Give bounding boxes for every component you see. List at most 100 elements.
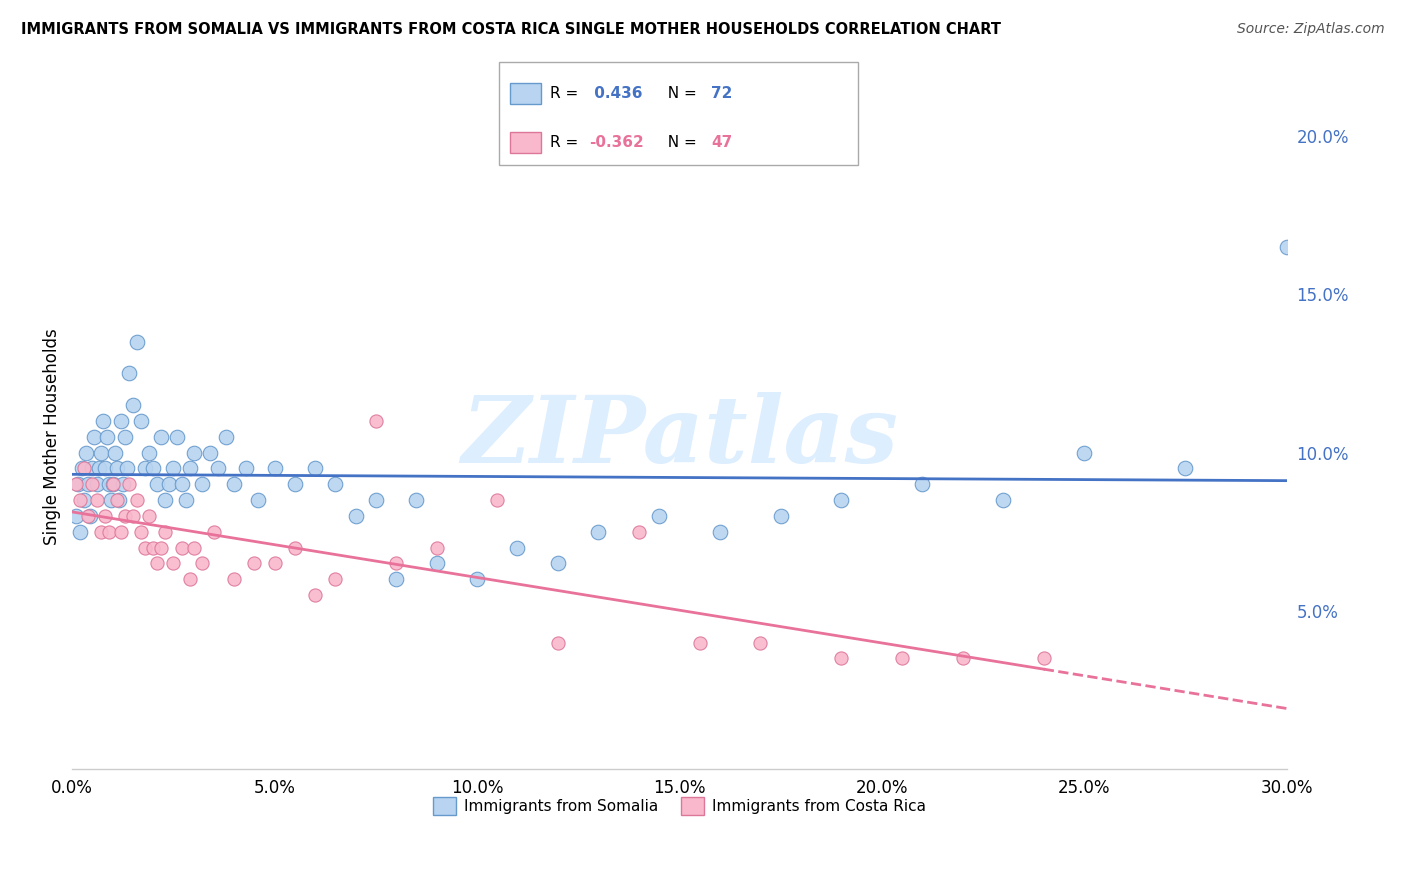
Point: [115, 461, 138, 475]
Point: [155, 493, 177, 508]
Point: [709, 524, 731, 539]
Point: [73, 461, 96, 475]
Point: [179, 572, 201, 586]
Point: [125, 334, 148, 349]
Point: [114, 508, 136, 523]
Point: [749, 635, 772, 649]
Point: [146, 557, 169, 571]
Point: [90, 445, 112, 459]
Point: [69, 524, 91, 539]
Point: [891, 651, 914, 665]
Point: [952, 651, 974, 665]
Point: [77, 508, 100, 523]
Point: [82, 477, 104, 491]
Point: [110, 524, 132, 539]
Point: [425, 541, 447, 555]
Text: R =: R =: [550, 135, 583, 150]
Point: [142, 461, 165, 475]
Point: [146, 477, 169, 491]
Text: N =: N =: [658, 86, 702, 101]
Point: [65, 477, 87, 491]
Point: [118, 477, 141, 491]
Point: [364, 493, 387, 508]
Point: [648, 508, 671, 523]
Text: N =: N =: [658, 135, 702, 150]
Point: [183, 445, 205, 459]
Point: [1032, 651, 1054, 665]
Point: [425, 557, 447, 571]
Point: [465, 572, 488, 586]
Point: [263, 557, 285, 571]
Point: [243, 557, 266, 571]
Point: [183, 541, 205, 555]
Point: [100, 493, 122, 508]
Point: [77, 477, 100, 491]
Point: [69, 493, 91, 508]
Point: [79, 508, 101, 523]
Point: [134, 461, 156, 475]
Point: [90, 524, 112, 539]
Point: [162, 461, 184, 475]
Point: [224, 477, 246, 491]
Text: ZIPatlas: ZIPatlas: [461, 392, 898, 482]
Point: [207, 461, 229, 475]
Point: [129, 414, 152, 428]
Point: [138, 445, 160, 459]
Point: [97, 524, 120, 539]
Point: [107, 493, 129, 508]
Legend: Immigrants from Somalia, Immigrants from Costa Rica: Immigrants from Somalia, Immigrants from…: [427, 790, 932, 822]
Point: [1275, 240, 1298, 254]
Point: [96, 430, 118, 444]
Point: [174, 493, 197, 508]
Point: [93, 508, 115, 523]
Point: [67, 477, 90, 491]
Point: [385, 572, 408, 586]
Point: [588, 524, 610, 539]
Point: [385, 557, 408, 571]
Point: [75, 445, 97, 459]
Point: [215, 430, 238, 444]
Point: [304, 461, 326, 475]
Point: [104, 445, 127, 459]
Point: [224, 572, 246, 586]
Point: [1174, 461, 1197, 475]
Point: [86, 477, 108, 491]
Point: [1073, 445, 1095, 459]
Point: [284, 541, 307, 555]
Point: [993, 493, 1015, 508]
Point: [830, 493, 852, 508]
Point: [122, 508, 145, 523]
Point: [191, 557, 214, 571]
Point: [110, 414, 132, 428]
Point: [325, 477, 347, 491]
Point: [911, 477, 934, 491]
Text: 72: 72: [711, 86, 733, 101]
Point: [129, 524, 152, 539]
Point: [97, 477, 120, 491]
Point: [122, 398, 145, 412]
Point: [157, 477, 180, 491]
Point: [101, 477, 124, 491]
Point: [627, 524, 650, 539]
Point: [87, 461, 110, 475]
Y-axis label: Single Mother Households: Single Mother Households: [44, 328, 60, 545]
Point: [150, 541, 173, 555]
Text: -0.362: -0.362: [589, 135, 644, 150]
Point: [486, 493, 509, 508]
Point: [166, 430, 188, 444]
Point: [179, 461, 201, 475]
Point: [405, 493, 427, 508]
Point: [86, 493, 108, 508]
Point: [101, 477, 124, 491]
Text: Source: ZipAtlas.com: Source: ZipAtlas.com: [1237, 22, 1385, 37]
Text: IMMIGRANTS FROM SOMALIA VS IMMIGRANTS FROM COSTA RICA SINGLE MOTHER HOUSEHOLDS C: IMMIGRANTS FROM SOMALIA VS IMMIGRANTS FR…: [21, 22, 1001, 37]
Point: [198, 445, 221, 459]
Point: [263, 461, 285, 475]
Point: [162, 557, 184, 571]
Point: [118, 367, 141, 381]
Point: [73, 493, 96, 508]
Point: [125, 493, 148, 508]
Point: [304, 588, 326, 602]
Point: [83, 430, 105, 444]
Point: [235, 461, 257, 475]
